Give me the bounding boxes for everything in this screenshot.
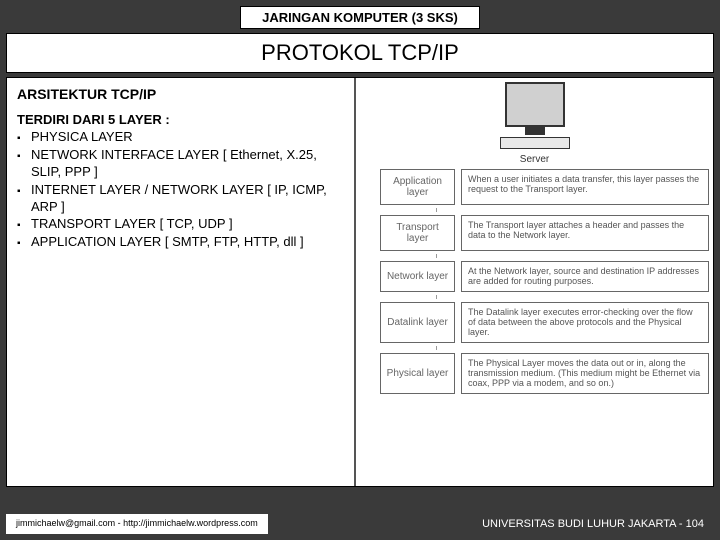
layer-row: Datalink layer The Datalink layer execut…: [380, 302, 709, 343]
layers-diagram: Application layer When a user initiates …: [360, 169, 709, 394]
section-title: ARSITEKTUR TCP/IP: [17, 86, 344, 102]
course-header: JARINGAN KOMPUTER (3 SKS): [240, 6, 480, 29]
layer-desc: When a user initiates a data transfer, t…: [461, 169, 709, 205]
footer-university: UNIVERSITAS BUDI LUHUR JAKARTA - 104: [472, 514, 714, 534]
layer-name: Transport layer: [380, 215, 455, 251]
layer-name: Network layer: [380, 261, 455, 292]
layer-desc: The Physical Layer moves the data out or…: [461, 353, 709, 394]
server-icon: Server: [360, 82, 709, 165]
list-title: TERDIRI DARI 5 LAYER :: [17, 112, 344, 127]
layer-name: Physical layer: [380, 353, 455, 394]
layer-desc: The Datalink layer executes error-checki…: [461, 302, 709, 343]
diagram-panel: Server Application layer When a user ini…: [356, 78, 713, 486]
layer-row: Application layer When a user initiates …: [380, 169, 709, 205]
left-panel: ARSITEKTUR TCP/IP TERDIRI DARI 5 LAYER :…: [7, 78, 356, 486]
layer-row: Transport layer The Transport layer atta…: [380, 215, 709, 251]
list-item: APPLICATION LAYER [ SMTP, FTP, HTTP, dll…: [31, 234, 344, 251]
layer-row: Physical layer The Physical Layer moves …: [380, 353, 709, 394]
footer: jimmichaelw@gmail.com - http://jimmichae…: [6, 514, 714, 534]
list-item: NETWORK INTERFACE LAYER [ Ethernet, X.25…: [31, 147, 344, 181]
layer-list: PHYSICA LAYER NETWORK INTERFACE LAYER [ …: [17, 129, 344, 251]
layer-desc: At the Network layer, source and destina…: [461, 261, 709, 292]
footer-contact: jimmichaelw@gmail.com - http://jimmichae…: [6, 514, 268, 534]
layer-desc: The Transport layer attaches a header an…: [461, 215, 709, 251]
server-label: Server: [360, 154, 709, 165]
list-item: PHYSICA LAYER: [31, 129, 344, 146]
main-title: PROTOKOL TCP/IP: [9, 36, 711, 70]
layer-name: Application layer: [380, 169, 455, 205]
list-item: TRANSPORT LAYER [ TCP, UDP ]: [31, 216, 344, 233]
title-container: PROTOKOL TCP/IP: [6, 33, 714, 73]
list-item: INTERNET LAYER / NETWORK LAYER [ IP, ICM…: [31, 182, 344, 216]
layer-row: Network layer At the Network layer, sour…: [380, 261, 709, 292]
layer-name: Datalink layer: [380, 302, 455, 343]
content-container: ARSITEKTUR TCP/IP TERDIRI DARI 5 LAYER :…: [6, 77, 714, 487]
